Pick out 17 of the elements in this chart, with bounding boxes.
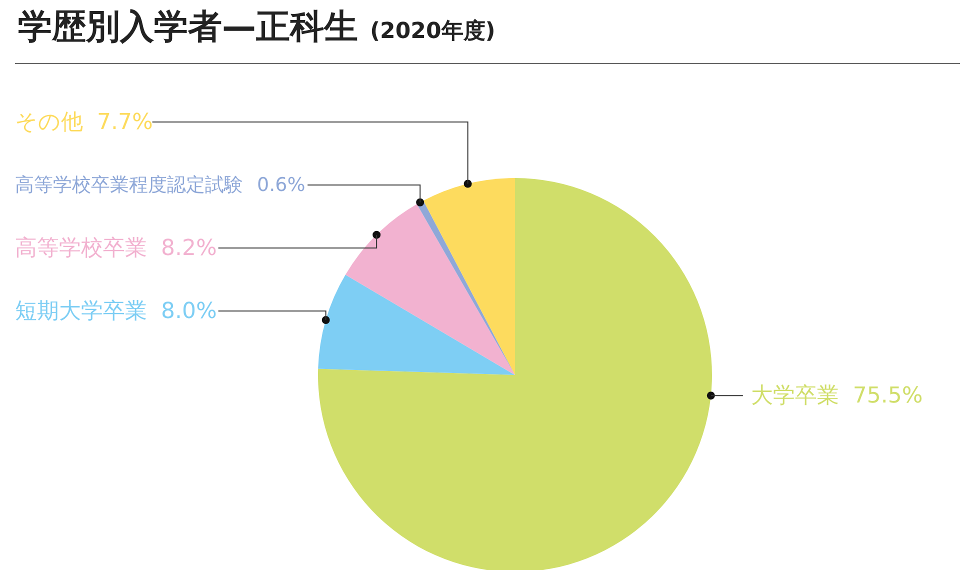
pie-slice — [318, 274, 515, 375]
chart-title: 学歴別入学者—正科生 — [18, 7, 358, 47]
pie-slice — [423, 178, 515, 375]
chart-subtitle: (2020年度) — [370, 19, 496, 44]
slice-label: 高等学校卒業程度認定試験 — [15, 174, 243, 196]
slice-label: 短期大学卒業 — [15, 298, 147, 324]
data-label: 7.7% — [97, 110, 153, 134]
slice-label: 大学卒業 — [750, 383, 839, 408]
data-label: 8.0% — [161, 298, 217, 324]
slice-label: その他 — [15, 110, 83, 134]
data-label: 75.5% — [852, 383, 923, 408]
pie-slice — [416, 200, 515, 375]
slice-label: 高等学校卒業 — [15, 236, 147, 260]
pie-slice — [345, 204, 515, 375]
data-label: 8.2% — [161, 236, 217, 260]
data-label: 0.6% — [257, 174, 306, 196]
pie-slice — [318, 178, 712, 570]
